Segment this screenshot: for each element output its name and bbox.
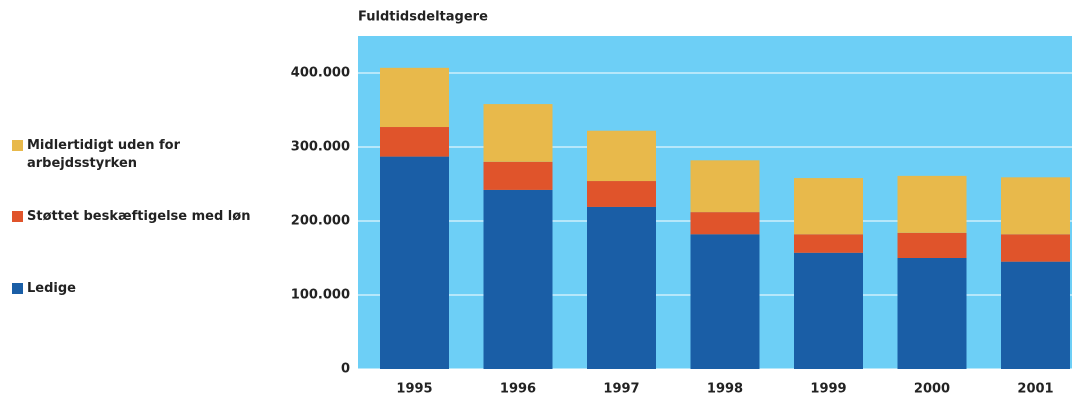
bar-segment: [587, 130, 656, 182]
bar-segment: [897, 232, 967, 258]
bar-segment: [483, 161, 553, 190]
y-tick-label: 400.000: [291, 66, 350, 81]
bar-segment: [1001, 261, 1070, 369]
y-axis-label: Fuldtidsdeltagere: [358, 10, 488, 25]
legend-swatch: [12, 283, 23, 294]
legend-item: Midlertidigt uden for arbejdsstyrken: [12, 137, 252, 173]
legend-label: Midlertidigt uden for arbejdsstyrken: [27, 138, 181, 171]
x-tick-label: 1997: [603, 382, 639, 397]
bar-segment: [690, 212, 760, 235]
x-tick-label: 1998: [707, 382, 743, 397]
legend-item: Ledige: [12, 280, 252, 298]
bar-segment: [794, 234, 863, 253]
legend-swatch: [12, 211, 23, 222]
bar-segment: [587, 206, 656, 369]
bar-segment: [380, 67, 449, 128]
x-tick-label: 1995: [396, 382, 432, 397]
bar-segment: [380, 127, 449, 157]
x-tick-label: 2001: [1017, 382, 1053, 397]
y-tick-label: 0: [341, 362, 350, 377]
legend-item: Støttet beskæftigelse med løn: [12, 208, 252, 226]
bar-segment: [794, 178, 863, 235]
x-tick-label: 1999: [810, 382, 846, 397]
bar-segment: [483, 189, 553, 369]
bar-segment: [690, 234, 760, 369]
bar-segment: [690, 160, 760, 213]
legend-swatch: [12, 140, 23, 151]
bar-segment: [897, 175, 967, 233]
bar-segment: [897, 258, 967, 369]
y-tick-label: 100.000: [291, 288, 350, 303]
y-tick-label: 200.000: [291, 214, 350, 229]
bar-segment: [1001, 177, 1070, 235]
x-tick-label: 2000: [914, 382, 950, 397]
legend-label: Støttet beskæftigelse med løn: [27, 209, 251, 224]
x-tick-label: 1996: [500, 382, 536, 397]
bar-segment: [1001, 234, 1070, 262]
bar-segment: [380, 156, 449, 369]
bar-segment: [587, 181, 656, 207]
bar-segment: [794, 252, 863, 369]
y-tick-label: 300.000: [291, 140, 350, 155]
legend-label: Ledige: [27, 281, 76, 296]
bar-segment: [483, 104, 553, 162]
